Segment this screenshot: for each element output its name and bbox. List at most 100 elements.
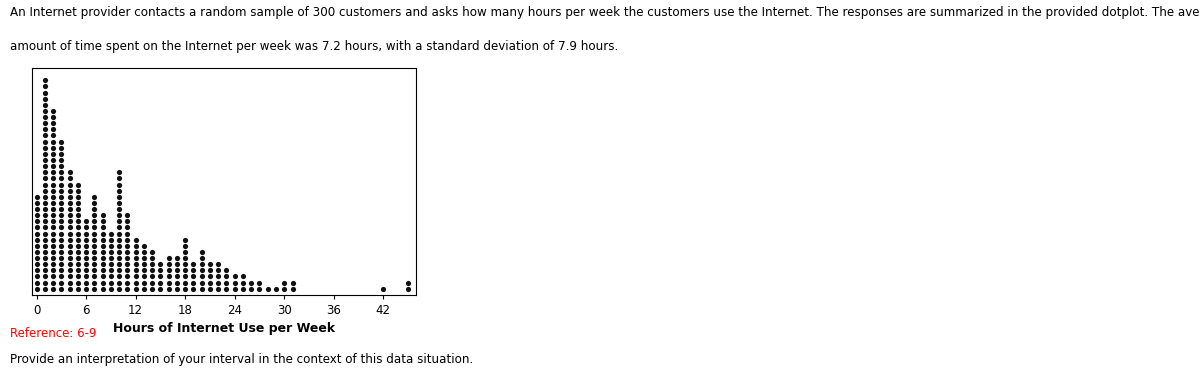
Point xyxy=(118,212,137,218)
Point xyxy=(52,273,71,279)
Point xyxy=(52,249,71,255)
Point xyxy=(192,261,211,267)
Point xyxy=(43,255,62,261)
Point xyxy=(26,273,46,279)
Point xyxy=(85,249,104,255)
Point xyxy=(68,255,88,261)
Point xyxy=(77,273,96,279)
Point xyxy=(35,249,54,255)
Point xyxy=(143,255,162,261)
Point xyxy=(43,187,62,194)
Point xyxy=(52,212,71,218)
Point xyxy=(233,273,252,279)
Point xyxy=(118,273,137,279)
Point xyxy=(43,169,62,175)
Point xyxy=(109,243,128,249)
Point xyxy=(109,261,128,267)
Point xyxy=(52,200,71,206)
Point xyxy=(151,267,170,273)
Point xyxy=(68,212,88,218)
Point xyxy=(77,255,96,261)
Point xyxy=(68,280,88,286)
Point xyxy=(68,249,88,255)
Point xyxy=(192,249,211,255)
Point xyxy=(175,280,194,286)
Point xyxy=(217,267,236,273)
Point xyxy=(77,286,96,292)
Point xyxy=(26,225,46,231)
Text: Provide an interpretation of your interval in the context of this data situation: Provide an interpretation of your interv… xyxy=(10,353,473,366)
Point xyxy=(109,267,128,273)
Point xyxy=(209,286,228,292)
Point xyxy=(43,237,62,243)
Point xyxy=(126,255,145,261)
Point xyxy=(43,243,62,249)
Point xyxy=(92,280,112,286)
Point xyxy=(43,231,62,237)
Point xyxy=(109,212,128,218)
Point xyxy=(43,114,62,120)
Point xyxy=(209,267,228,273)
Point xyxy=(143,249,162,255)
Point xyxy=(52,169,71,175)
Point xyxy=(35,120,54,126)
Point xyxy=(52,206,71,212)
Point xyxy=(35,255,54,261)
Point xyxy=(226,286,245,292)
Point xyxy=(160,261,179,267)
Point xyxy=(92,231,112,237)
Point xyxy=(92,261,112,267)
Point xyxy=(167,286,186,292)
Point xyxy=(109,181,128,187)
Point xyxy=(35,163,54,169)
Point xyxy=(60,261,79,267)
Point xyxy=(200,280,220,286)
Point xyxy=(43,120,62,126)
Text: amount of time spent on the Internet per week was 7.2 hours, with a standard dev: amount of time spent on the Internet per… xyxy=(10,40,618,53)
Point xyxy=(85,225,104,231)
Point xyxy=(35,145,54,151)
Point xyxy=(118,243,137,249)
Point xyxy=(209,261,228,267)
Point xyxy=(60,237,79,243)
Point xyxy=(167,261,186,267)
Point xyxy=(52,163,71,169)
Point xyxy=(43,139,62,145)
Point xyxy=(160,273,179,279)
Point xyxy=(192,267,211,273)
Point xyxy=(77,225,96,231)
Point xyxy=(398,286,418,292)
Point xyxy=(143,261,162,267)
Point xyxy=(52,218,71,224)
Point xyxy=(233,286,252,292)
Point xyxy=(43,157,62,163)
Point xyxy=(52,187,71,194)
Point xyxy=(275,280,294,286)
Point xyxy=(92,212,112,218)
Point xyxy=(109,218,128,224)
Point xyxy=(26,212,46,218)
Point xyxy=(60,212,79,218)
Point xyxy=(26,237,46,243)
Point xyxy=(43,286,62,292)
Point xyxy=(43,267,62,273)
Point xyxy=(160,255,179,261)
Point xyxy=(175,267,194,273)
Point xyxy=(26,261,46,267)
Point xyxy=(283,280,302,286)
Point xyxy=(109,237,128,243)
Point xyxy=(77,243,96,249)
Point xyxy=(43,206,62,212)
Point xyxy=(250,280,269,286)
Point xyxy=(68,273,88,279)
Point xyxy=(43,249,62,255)
Point xyxy=(43,200,62,206)
Point xyxy=(134,286,154,292)
Point xyxy=(101,243,120,249)
Point xyxy=(134,255,154,261)
Point xyxy=(60,225,79,231)
Point xyxy=(35,273,54,279)
Text: An Internet provider contacts a random sample of 300 customers and asks how many: An Internet provider contacts a random s… xyxy=(10,6,1200,19)
Point xyxy=(35,175,54,181)
Point xyxy=(226,273,245,279)
